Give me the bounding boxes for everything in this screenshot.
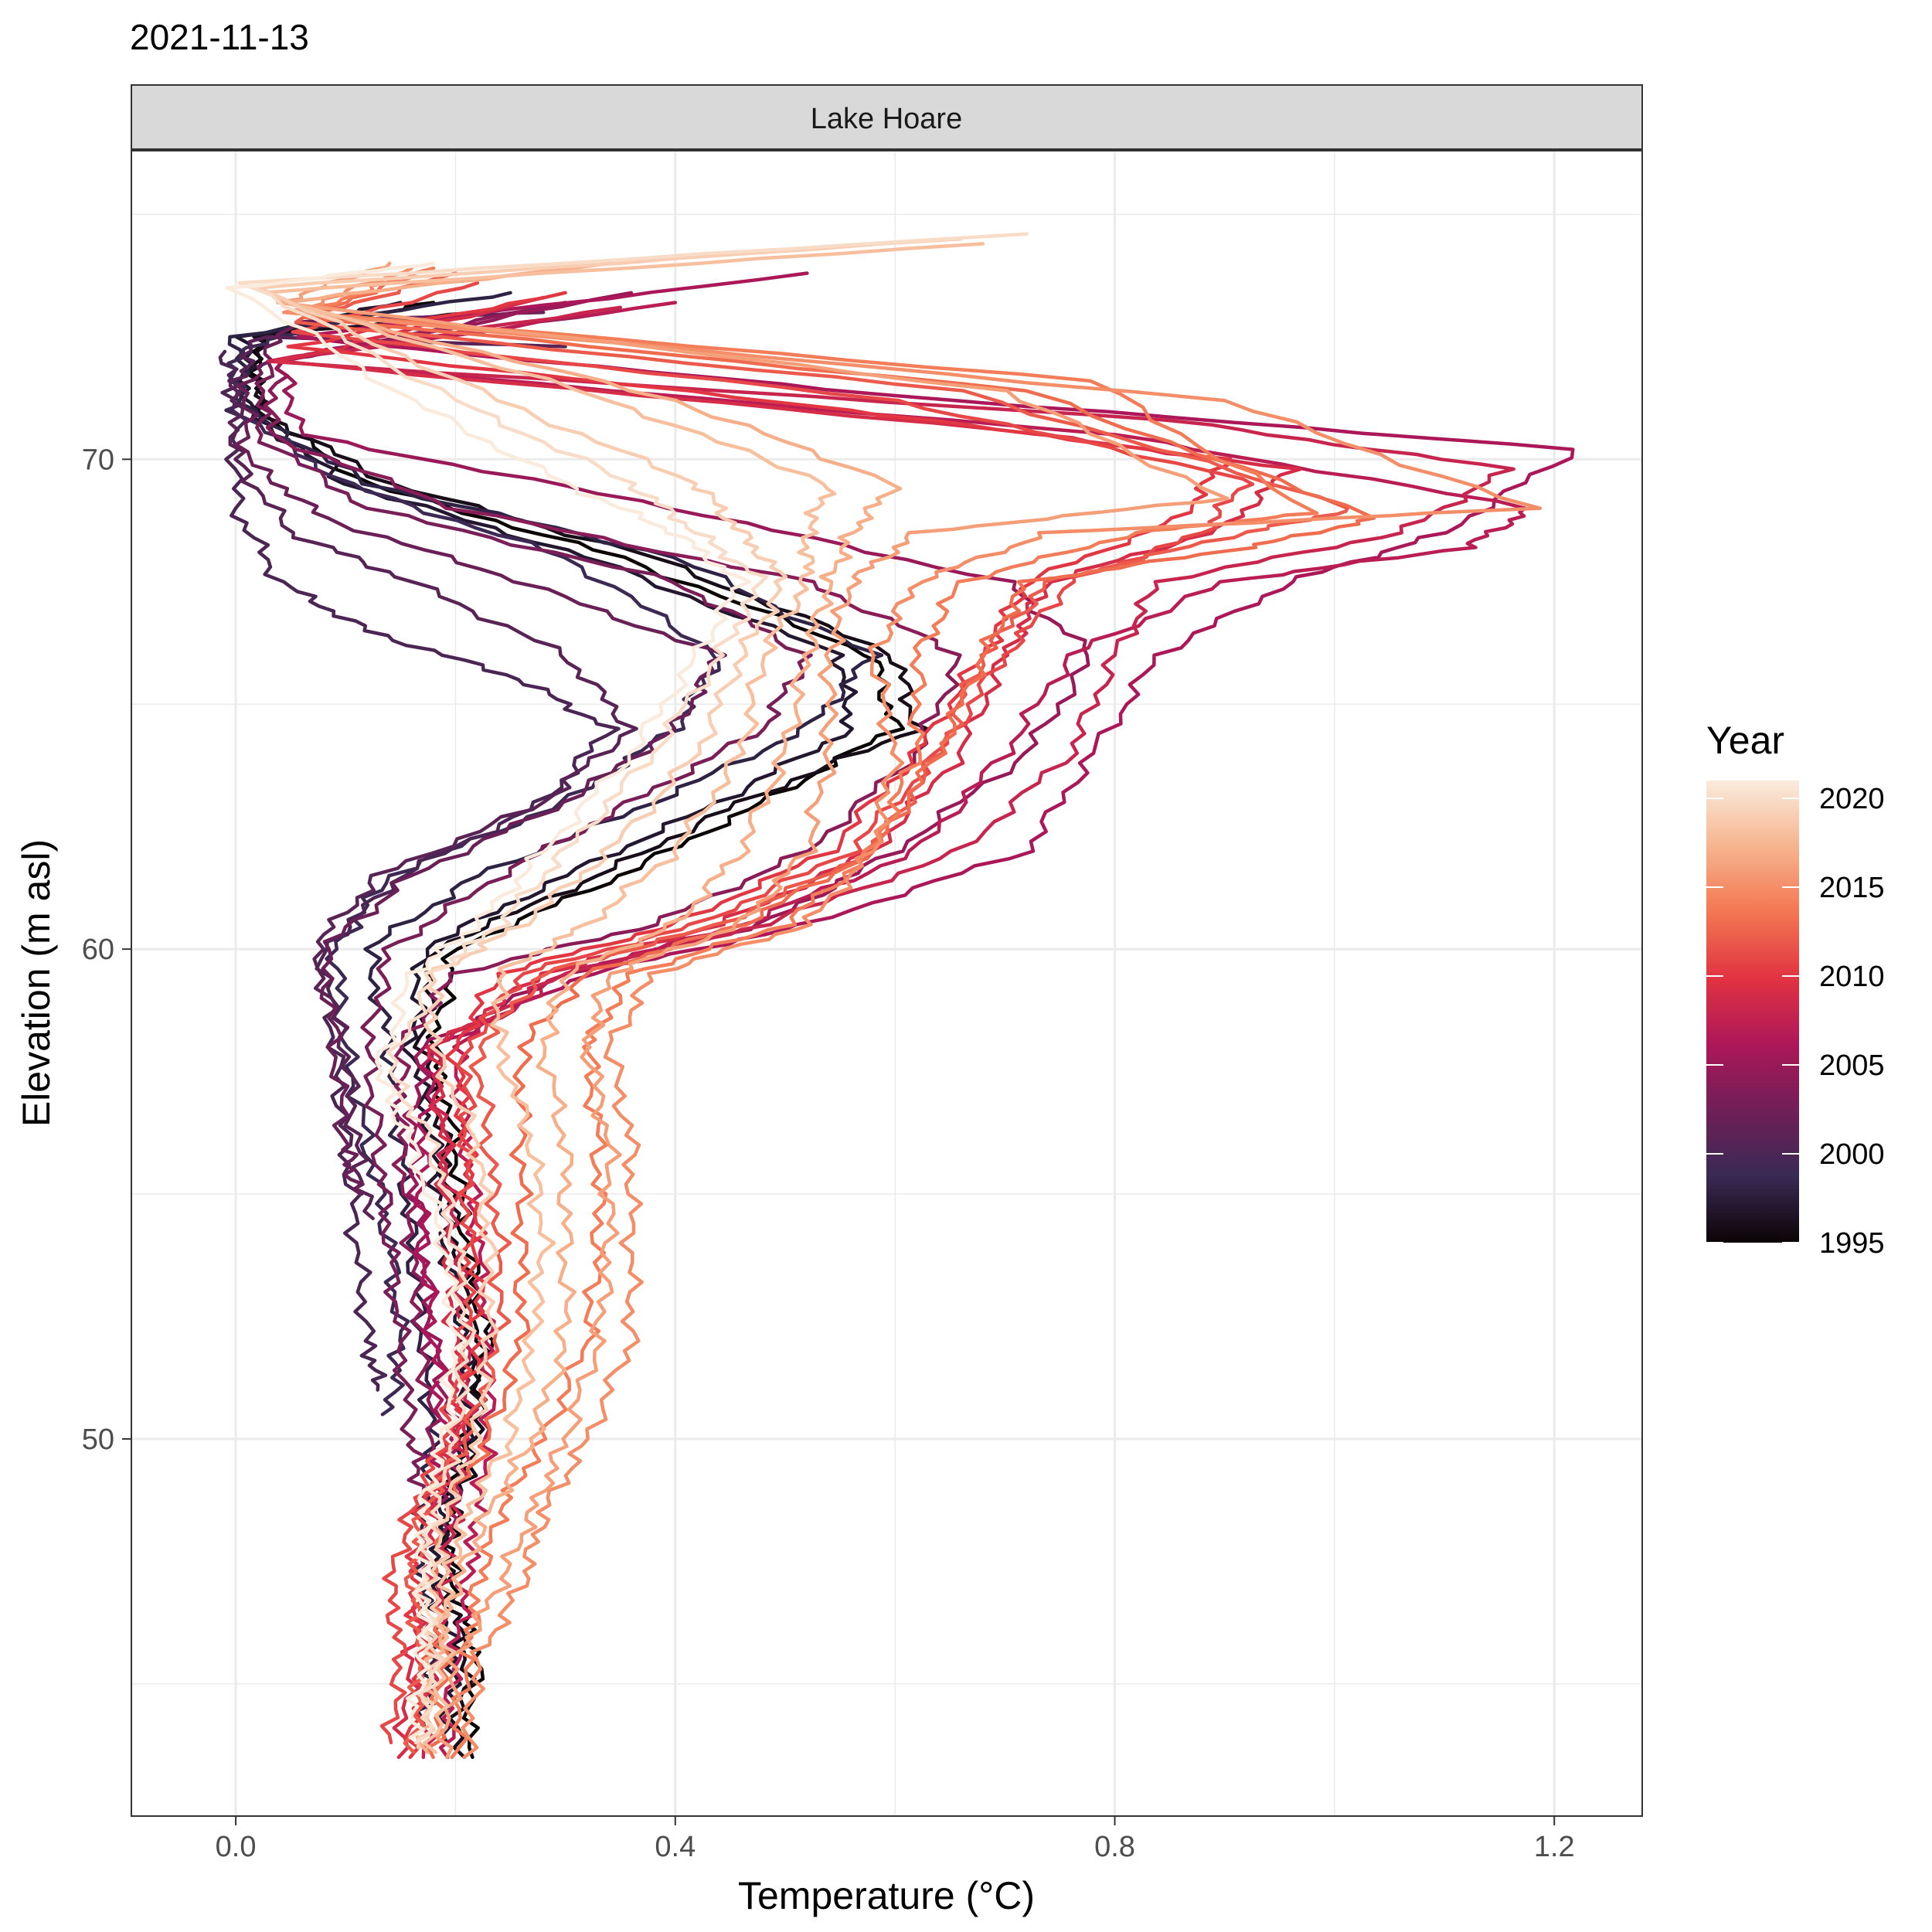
legend-colorbar	[1706, 781, 1799, 1243]
x-tick-label: 1.2	[1534, 1831, 1575, 1863]
y-tick-label: 70	[82, 444, 114, 476]
series-line-2019	[257, 236, 963, 1750]
series-line-1997	[234, 301, 859, 1745]
legend-tick-label: 2010	[1819, 961, 1885, 993]
x-axis-title: Temperature (°C)	[738, 1874, 1035, 1917]
series-line-2011	[291, 281, 1255, 1745]
series-line-2018	[264, 242, 985, 1754]
y-axis-title: Elevation (m asl)	[15, 839, 58, 1127]
series-line-2002	[234, 310, 727, 1196]
chart-title: 2021-11-13	[130, 17, 309, 57]
legend-tick-label: 2020	[1819, 783, 1885, 815]
series-line-2021	[225, 261, 752, 1740]
series-line-2010	[286, 291, 1233, 1760]
series-line-2006	[296, 271, 1575, 1515]
x-tick-label: 0.4	[655, 1831, 696, 1863]
series-line-2015	[282, 266, 1543, 1760]
y-axis: 50 60 70	[82, 444, 131, 1456]
legend-tick-label: 2000	[1819, 1138, 1885, 1171]
series-line-2001	[227, 335, 638, 1220]
x-tick-label: 0.0	[216, 1831, 257, 1863]
series-line-2016	[276, 261, 1230, 1760]
legend-title: Year	[1706, 719, 1784, 762]
y-tick-label: 50	[82, 1423, 114, 1456]
series-lines	[218, 232, 1575, 1760]
legend-tick-label: 2015	[1819, 872, 1885, 904]
legend-tick-label: 1995	[1819, 1227, 1885, 1260]
x-tick-label: 0.8	[1094, 1831, 1135, 1863]
series-line-2000	[218, 349, 621, 1392]
series-line-2014	[295, 266, 1319, 1760]
series-line-2012	[294, 271, 1349, 1754]
minor-gridlines	[131, 151, 1642, 1816]
facet-label: Lake Hoare	[811, 103, 962, 135]
series-line-2017	[284, 261, 903, 1754]
facet-strip	[131, 84, 1643, 150]
series-line-2003	[254, 310, 813, 1500]
series-line-1995	[247, 301, 906, 1760]
series-line-2020	[237, 232, 1029, 1745]
plot-panel	[131, 151, 1642, 1816]
series-line-2004	[263, 301, 962, 1539]
legend-tick-label: 2005	[1819, 1049, 1885, 1082]
legend-ticks: 1995 2000 2005 2010 2015 2020	[1706, 783, 1885, 1260]
plot-panel-border	[131, 150, 1643, 1817]
x-axis: 0.0 0.4 0.8 1.2	[216, 1816, 1575, 1863]
y-tick-label: 60	[82, 934, 114, 966]
